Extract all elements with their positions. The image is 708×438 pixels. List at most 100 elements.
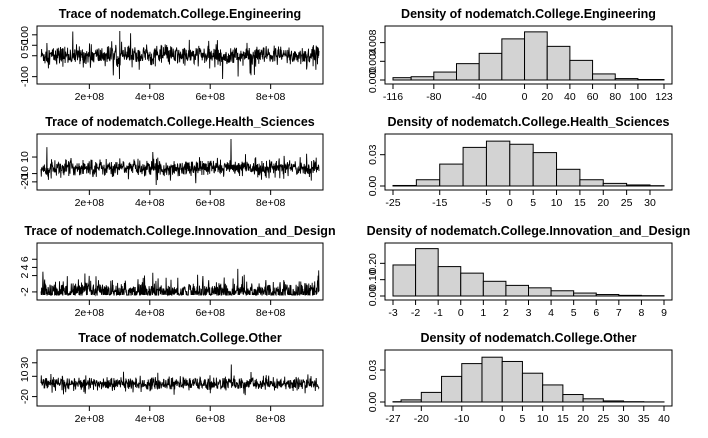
y-tick-label: 2	[19, 273, 31, 279]
histogram-bar	[442, 376, 462, 402]
x-tick-label: 4e+08	[135, 197, 165, 209]
histogram-bar	[486, 141, 509, 186]
trace-title: Trace of nodematch.College.Innovation_an…	[24, 224, 335, 238]
histogram-bar	[502, 361, 522, 402]
density-title: Density of nodematch.College.Innovation_…	[367, 224, 691, 238]
histogram-bar	[502, 39, 525, 80]
histogram-bar	[570, 60, 593, 80]
trace-line	[41, 31, 319, 79]
y-tick-label: 0.00	[367, 176, 379, 197]
y-tick-label: 30	[19, 357, 31, 369]
x-tick-label: 25	[621, 197, 633, 209]
trace-line	[41, 365, 319, 396]
histogram-bar	[557, 169, 580, 186]
histogram-bar	[593, 74, 616, 80]
x-tick-label: -25	[385, 197, 400, 209]
y-tick-label: 0.20	[367, 253, 379, 274]
density-title: Density of nodematch.College.Health_Scie…	[387, 115, 669, 129]
density-panel-4: Density of nodematch.College.Other-27-20…	[367, 331, 670, 425]
x-tick-label: 0	[458, 307, 464, 319]
x-tick-label: -3	[388, 307, 397, 319]
histogram-bar	[619, 295, 642, 296]
x-tick-label: 8e+08	[256, 91, 286, 103]
x-tick-label: 40	[564, 91, 576, 103]
x-tick-label: 0	[522, 91, 528, 103]
trace-panel-2: Trace of nodematch.College.Health_Scienc…	[19, 115, 319, 209]
x-tick-label: 8e+08	[256, 413, 286, 425]
trace-title: Trace of nodematch.College.Engineering	[59, 7, 301, 21]
x-tick-label: 100	[629, 91, 647, 103]
x-tick-label: 10	[551, 197, 563, 209]
x-tick-label: 3	[526, 307, 532, 319]
y-tick-label: 100	[19, 26, 31, 44]
x-tick-label: 8e+08	[256, 197, 286, 209]
histogram-bar	[615, 79, 638, 80]
histogram-bar	[411, 77, 434, 80]
x-tick-label: 35	[638, 413, 650, 425]
x-tick-label: 7	[616, 307, 622, 319]
y-tick-label: -2	[19, 287, 31, 296]
x-tick-label: 5	[530, 197, 536, 209]
y-tick-label: 0.008	[367, 29, 379, 55]
histogram-bar	[416, 249, 439, 296]
trace-line	[41, 139, 319, 185]
density-panel-1: Density of nodematch.College.Engineering…	[367, 7, 673, 103]
histogram-bar	[421, 392, 441, 402]
histogram-bar	[479, 53, 502, 80]
y-tick-label: 0.03	[367, 144, 379, 165]
histogram-bar	[483, 281, 506, 296]
histogram-bar	[482, 357, 502, 402]
x-tick-label: -40	[472, 91, 487, 103]
histogram-bar	[563, 395, 583, 402]
x-tick-label: 8e+08	[256, 307, 286, 319]
x-tick-label: -20	[414, 413, 429, 425]
y-tick-label: 0.00	[367, 392, 379, 413]
x-tick-label: 0	[507, 197, 513, 209]
trace-title: Trace of nodematch.College.Other	[78, 331, 282, 345]
y-tick-label: 0.03	[367, 360, 379, 381]
x-tick-label: 6e+08	[195, 413, 225, 425]
histogram-bar	[551, 291, 574, 296]
y-tick-label: 0	[19, 53, 31, 59]
x-tick-label: 30	[618, 413, 630, 425]
y-tick-label: 10	[19, 370, 31, 382]
histogram-bar	[627, 185, 650, 186]
x-tick-label: 60	[587, 91, 599, 103]
histogram-bar	[510, 144, 533, 186]
histogram-bar	[596, 295, 619, 296]
x-tick-label: -116	[383, 91, 403, 103]
histogram-bar	[393, 185, 416, 186]
x-tick-label: 9	[661, 307, 667, 319]
x-tick-label: 20	[541, 91, 553, 103]
histogram-bar	[506, 285, 529, 296]
x-tick-label: 80	[609, 91, 621, 103]
y-tick-label: -20	[19, 389, 31, 404]
x-tick-label: 5	[520, 413, 526, 425]
x-tick-label: -15	[432, 197, 447, 209]
y-tick-label: -10	[19, 166, 31, 181]
y-tick-label: -100	[19, 66, 31, 87]
histogram-bar	[603, 183, 626, 186]
x-tick-label: 4e+08	[135, 91, 165, 103]
x-tick-label: 5	[571, 307, 577, 319]
y-tick-label: 4	[19, 264, 31, 270]
x-tick-label: 123	[655, 91, 673, 103]
x-tick-label: 0	[499, 413, 505, 425]
x-tick-label: -1	[433, 307, 442, 319]
histogram-bar	[603, 401, 623, 402]
x-tick-label: 10	[537, 413, 549, 425]
histogram-bar	[461, 273, 484, 296]
x-tick-label: -10	[454, 413, 469, 425]
density-title: Density of nodematch.College.Other	[420, 331, 636, 345]
histogram-bar	[583, 399, 603, 402]
x-tick-label: 6e+08	[195, 307, 225, 319]
density-panel-3: Density of nodematch.College.Innovation_…	[367, 224, 691, 319]
histogram-bar	[547, 46, 570, 80]
histogram-bar	[522, 373, 542, 402]
x-tick-label: 2e+08	[75, 197, 105, 209]
histogram-bar	[574, 293, 597, 296]
histogram-bar	[434, 72, 457, 80]
x-tick-label: 20	[597, 197, 609, 209]
x-tick-label: 4	[548, 307, 554, 319]
